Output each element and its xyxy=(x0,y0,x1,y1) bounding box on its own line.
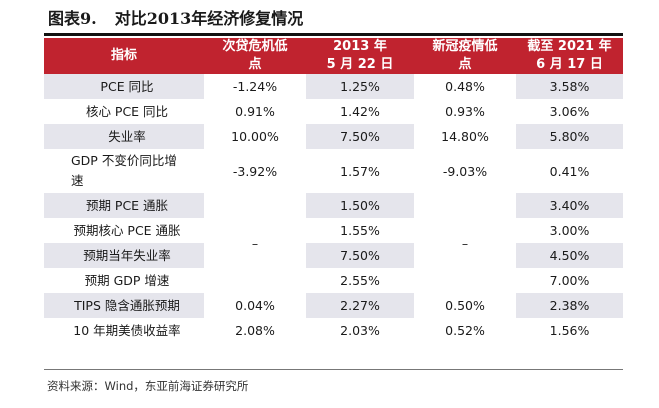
source-note: 资料来源：Wind，东亚前海证券研究所 xyxy=(47,379,249,393)
figure-title: 图表9. 对比2013年经济修复情况 xyxy=(48,6,608,32)
table-row: 预期当年失业率 7.50% 4.50% xyxy=(44,243,623,268)
table-row: 10 年期美债收益率 2.08% 2.03% 0.52% 1.56% xyxy=(73,323,590,338)
table-row: 预期核心 PCE 通胀 1.55% 3.00% xyxy=(73,223,590,238)
figure-title-text: 对比2013年经济修复情况 xyxy=(114,9,304,28)
table-row: 失业率 10.00% 7.50% 14.80% 5.80% xyxy=(44,124,623,149)
header-covid-low: 新冠疫情低点 xyxy=(414,38,516,74)
figure-number: 图表9. xyxy=(48,9,97,28)
merged-cell-subprime: – xyxy=(204,193,306,293)
table-row: 预期 GDP 增速 2.55% 7.00% xyxy=(84,273,590,288)
table-row: 预期 PCE 通胀 – 1.50% – 3.40% xyxy=(44,193,623,293)
top-rule xyxy=(44,33,623,36)
table-row: 核心 PCE 同比 0.91% 1.42% 0.93% 3.06% xyxy=(85,104,590,119)
table-row: TIPS 隐含通胀预期 0.04% 2.27% 0.50% 2.38% xyxy=(44,293,623,318)
bottom-rule xyxy=(44,369,623,370)
header-indicator: 指标 xyxy=(44,38,204,74)
merged-cell-covid: – xyxy=(414,193,516,293)
table-row: GDP 不变价同比增速 -3.92% 1.57% -9.03% 0.41% xyxy=(71,153,590,188)
header-subprime-low: 次贷危机低点 xyxy=(204,38,306,74)
table-row: PCE 同比 -1.24% 1.25% 0.48% 3.58% xyxy=(44,74,623,99)
